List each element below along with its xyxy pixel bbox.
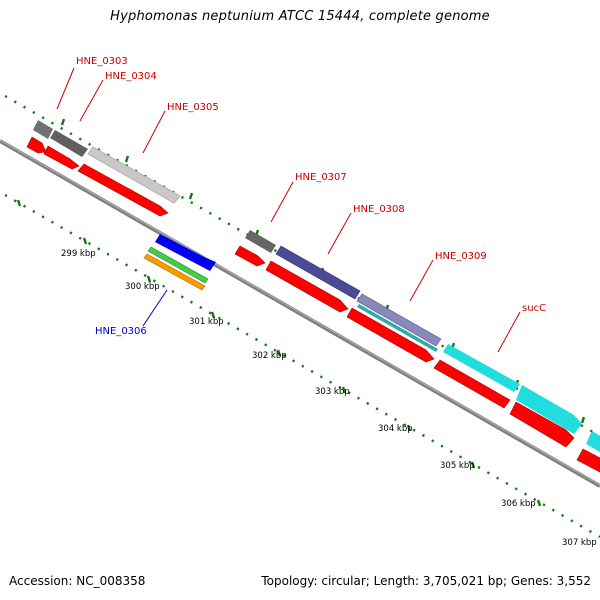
cds-HNE_0309[interactable] bbox=[346, 307, 435, 363]
tick-label-302: 302 kbp bbox=[252, 351, 287, 361]
tick-label-307: 307 kbp bbox=[562, 538, 597, 548]
label-HNE_0305[interactable]: HNE_0305 bbox=[167, 102, 219, 113]
genome-summary-text: Topology: circular; Length: 3,705,021 bp… bbox=[261, 574, 591, 588]
label-HNE_0304[interactable]: HNE_0304 bbox=[105, 71, 157, 82]
gene-next-cyan[interactable] bbox=[586, 431, 600, 452]
cds-sucC[interactable] bbox=[433, 359, 511, 409]
tick-label-306: 306 kbp bbox=[501, 499, 536, 509]
cds-next[interactable] bbox=[576, 448, 600, 473]
gene-HNE_0303[interactable] bbox=[33, 120, 53, 139]
label-HNE_0308[interactable]: HNE_0308 bbox=[353, 204, 405, 215]
gene-HNE_0306-orange[interactable] bbox=[143, 253, 206, 291]
genome-title: Hyphomonas neptunium ATCC 15444, complet… bbox=[110, 9, 490, 24]
leader-sucC bbox=[497, 311, 521, 353]
cds-sucC-b[interactable] bbox=[509, 401, 575, 448]
tick-label-300: 300 kbp bbox=[125, 282, 160, 292]
gene-HNE_0308[interactable] bbox=[275, 245, 361, 300]
cds-HNE_0304[interactable] bbox=[43, 145, 80, 170]
gene-HNE_0306-green[interactable] bbox=[147, 246, 209, 284]
label-HNE_0307[interactable]: HNE_0307 bbox=[295, 172, 347, 183]
tick-label-299: 299 kbp bbox=[61, 249, 96, 259]
label-HNE_0306[interactable]: HNE_0306 bbox=[95, 326, 147, 337]
gene-HNE_0306-blue[interactable] bbox=[155, 234, 216, 271]
genome-backbone-highlight bbox=[0, 139, 600, 486]
cds-HNE_0305[interactable] bbox=[77, 163, 169, 217]
cds-HNE_0308[interactable] bbox=[265, 260, 349, 313]
leader-HNE_0303 bbox=[56, 67, 75, 110]
label-HNE_0309[interactable]: HNE_0309 bbox=[435, 251, 487, 262]
genome-backbone bbox=[0, 139, 600, 488]
gene-HNE_0305[interactable] bbox=[87, 146, 181, 204]
tick-label-305: 305 kbp bbox=[440, 461, 475, 471]
tick-label-304: 304 kbp bbox=[378, 424, 413, 434]
leader-HNE_0304 bbox=[79, 79, 104, 122]
leader-HNE_0309 bbox=[409, 259, 434, 302]
gene-HNE_0309[interactable] bbox=[356, 293, 442, 347]
leader-HNE_0305 bbox=[142, 110, 166, 154]
cds-HNE_0307[interactable] bbox=[234, 245, 266, 267]
leader-HNE_0307 bbox=[270, 181, 294, 223]
label-sucC[interactable]: sucC bbox=[522, 303, 546, 314]
reverse-dotted-track bbox=[4, 193, 600, 539]
leader-HNE_0306 bbox=[142, 289, 168, 327]
label-HNE_0303[interactable]: HNE_0303 bbox=[76, 56, 128, 67]
accession-text: Accession: NC_008358 bbox=[9, 574, 146, 588]
gene-sucC[interactable] bbox=[443, 344, 520, 392]
gene-HNE_0307[interactable] bbox=[245, 230, 276, 253]
leader-HNE_0308 bbox=[327, 212, 352, 255]
inner-tick-marks bbox=[16, 199, 542, 507]
tick-label-303: 303 kbp bbox=[315, 387, 350, 397]
gene-sucC-b[interactable] bbox=[516, 385, 582, 434]
gene-HNE_0309-inner[interactable] bbox=[357, 304, 438, 352]
tick-label-301: 301 kbp bbox=[189, 317, 224, 327]
gene-HNE_0304[interactable] bbox=[50, 130, 88, 157]
cds-HNE_0303[interactable] bbox=[26, 136, 47, 154]
